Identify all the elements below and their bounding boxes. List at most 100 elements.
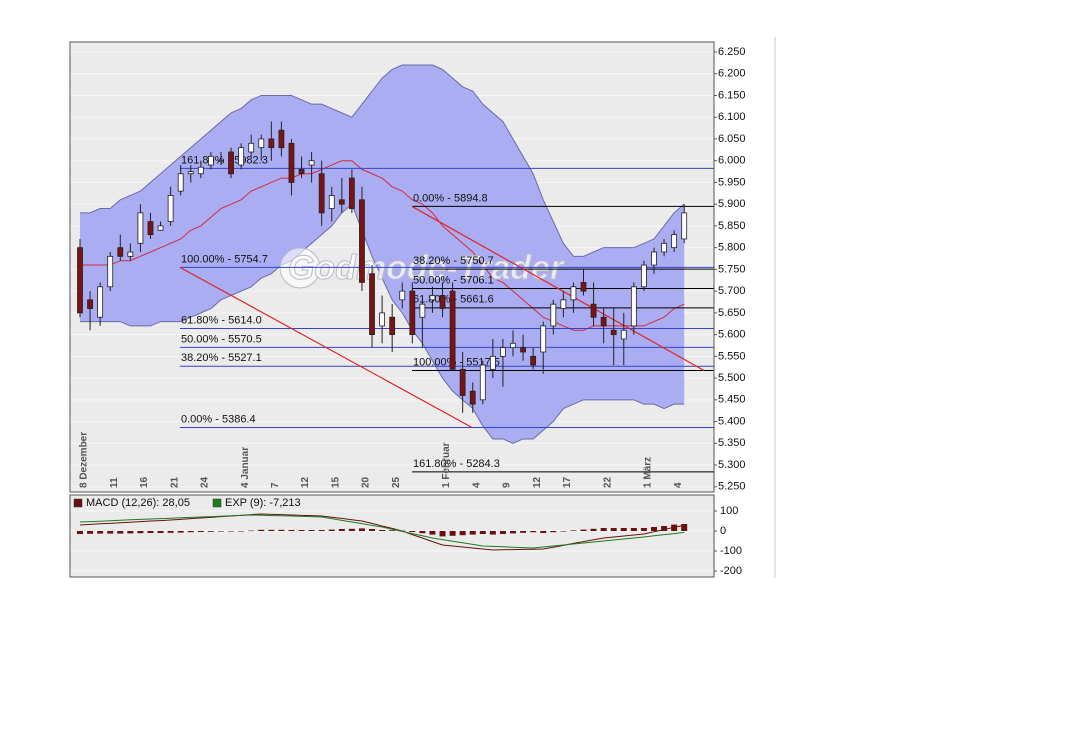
candle-body — [469, 390, 476, 405]
legend-label: EXP (9): -7,213 — [225, 497, 301, 509]
x-tick-label: 12 — [532, 476, 543, 488]
candle-body — [298, 168, 305, 175]
band-upper — [80, 64, 685, 257]
candle-body — [560, 299, 567, 309]
histogram-bar — [228, 531, 235, 532]
fib-label: 100.00% - 5517.5 — [413, 356, 500, 368]
candle-body — [328, 195, 335, 209]
price-panel: 5.250 5.300 5.350 5.400 5.450 5.500 5.550 5.600… — [70, 46, 746, 493]
candle-body — [651, 251, 657, 266]
candle-body — [369, 273, 375, 336]
y-tick-label: 5.900 — [718, 198, 746, 210]
macd-border — [69, 494, 715, 578]
histogram-bar — [389, 530, 396, 531]
histogram-bar — [550, 531, 557, 533]
watermark: Godmode-Trader — [288, 249, 565, 287]
band-middle — [80, 160, 685, 331]
candle-body — [389, 316, 396, 336]
histogram-bar — [419, 531, 426, 534]
histogram-bar — [97, 531, 104, 534]
x-tick-label: 4 — [673, 482, 684, 488]
histogram-bar — [157, 531, 164, 533]
histogram-bar — [570, 530, 577, 531]
candle-body — [278, 129, 285, 149]
candle-body — [147, 221, 154, 236]
histogram-bar — [238, 531, 245, 532]
candle-body — [590, 303, 597, 318]
candle-body — [550, 303, 557, 327]
y-tick-label: 5.800 — [718, 242, 746, 254]
y-tick-label: -200 — [720, 565, 742, 577]
histogram-bar — [439, 531, 446, 537]
candle-body — [157, 225, 164, 231]
x-tick-label: 17 — [562, 476, 573, 488]
y-tick-label: -100 — [720, 545, 742, 557]
y-tick-label: 6.250 — [718, 46, 746, 58]
candle-body — [248, 142, 255, 153]
y-tick-label: 0 — [720, 525, 726, 537]
candle-body — [137, 212, 144, 244]
fib-label: 50.00% - 5706.1 — [413, 274, 494, 286]
candle-body — [399, 290, 406, 301]
candle-body — [671, 234, 678, 249]
candle-body — [228, 151, 234, 175]
fib-label: 161.80% - 5284.3 — [413, 458, 500, 470]
candle-body — [97, 286, 104, 318]
histogram-bar — [348, 528, 355, 531]
y-tick-label: 6.200 — [718, 68, 746, 80]
candle-body — [479, 364, 486, 401]
y-tick-label: 5.400 — [718, 415, 746, 427]
candle-body — [661, 242, 667, 253]
y-tick-label: 5.700 — [718, 285, 746, 297]
histogram-bar — [197, 531, 204, 532]
histogram-bar — [258, 529, 265, 531]
histogram-bar — [630, 528, 637, 531]
histogram-bar — [167, 531, 174, 533]
candle-body — [459, 368, 466, 396]
fib-label: 0.00% - 5386.4 — [181, 413, 256, 425]
candle-body — [540, 325, 547, 353]
histogram-bar — [117, 531, 124, 534]
histogram-bar — [278, 529, 285, 531]
x-tick-label: 21 — [169, 476, 180, 488]
y-tick-label: 5.550 — [718, 350, 746, 362]
histogram-bar — [288, 530, 295, 531]
candle-body — [419, 303, 426, 318]
histogram-bar — [479, 531, 486, 534]
candle-body — [288, 142, 295, 183]
histogram-bar — [379, 530, 386, 531]
histogram-bar — [298, 530, 305, 531]
histogram-bar — [308, 530, 315, 531]
histogram-bar — [489, 531, 496, 535]
candle-body — [681, 212, 688, 240]
candle-body — [117, 247, 124, 257]
candle-body — [107, 255, 114, 288]
histogram-bar — [127, 531, 134, 534]
histogram-bar — [610, 528, 617, 531]
histogram-bar — [107, 531, 114, 534]
fib-label: 161.80% - 5982.3 — [181, 154, 268, 166]
histogram-bar — [469, 531, 476, 535]
y-tick-label: 6.100 — [718, 111, 746, 123]
series-line — [79, 513, 685, 551]
y-tick-label: 5.350 — [718, 437, 746, 449]
candle-body — [318, 173, 325, 214]
histogram-bar — [590, 528, 597, 531]
candle-body — [530, 355, 537, 366]
histogram-bar — [217, 531, 224, 532]
histogram-bar — [540, 531, 547, 533]
x-tick-label: 4 Januar — [240, 447, 251, 488]
candle-body — [520, 347, 526, 353]
macd-plot-area — [70, 495, 714, 577]
trend-line — [411, 205, 705, 372]
candle-body — [630, 286, 637, 327]
candle-body — [348, 177, 355, 209]
histogram-bar — [409, 531, 416, 532]
histogram-bar — [620, 528, 627, 531]
candle-body — [641, 264, 647, 288]
candle-body — [238, 147, 245, 166]
watermark-logo — [279, 247, 321, 289]
candle-body — [177, 173, 184, 192]
candle-body — [258, 138, 265, 149]
